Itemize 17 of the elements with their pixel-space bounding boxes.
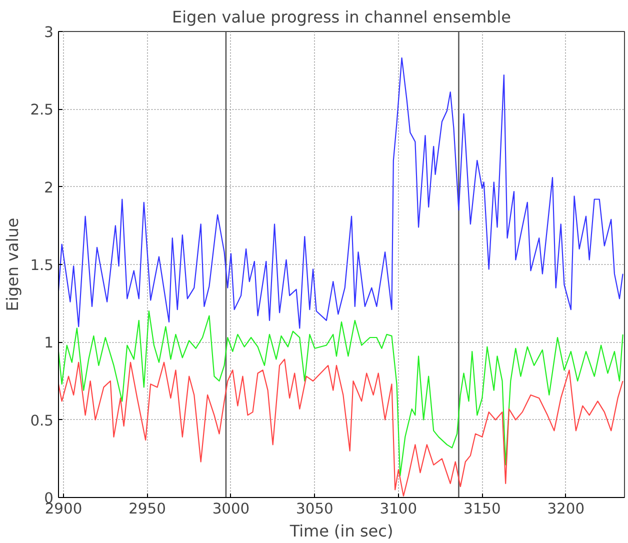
- x-tick-label: 2950: [128, 500, 166, 518]
- x-tick-label: 3100: [380, 500, 418, 518]
- y-tick-label: 2.5: [30, 102, 54, 119]
- x-tick-label: 3200: [547, 500, 585, 518]
- x-tick-label: 3050: [296, 500, 334, 518]
- x-tick-label: 3000: [212, 500, 250, 518]
- x-axis-title: Time (in sec): [288, 522, 394, 540]
- y-tick-label: 0.5: [30, 412, 54, 430]
- y-tick-label: 1.5: [30, 257, 54, 274]
- y-tick-label: 2: [44, 179, 54, 196]
- chart-title: Eigen value progress in channel ensemble: [172, 8, 512, 26]
- y-tick-label: 3: [44, 24, 54, 41]
- y-axis-title: Eigen value: [3, 218, 22, 312]
- x-tick-label: 3150: [464, 500, 501, 518]
- line-series: [58, 57, 624, 329]
- y-tick-label: 1: [44, 334, 54, 352]
- line-series: [58, 310, 624, 476]
